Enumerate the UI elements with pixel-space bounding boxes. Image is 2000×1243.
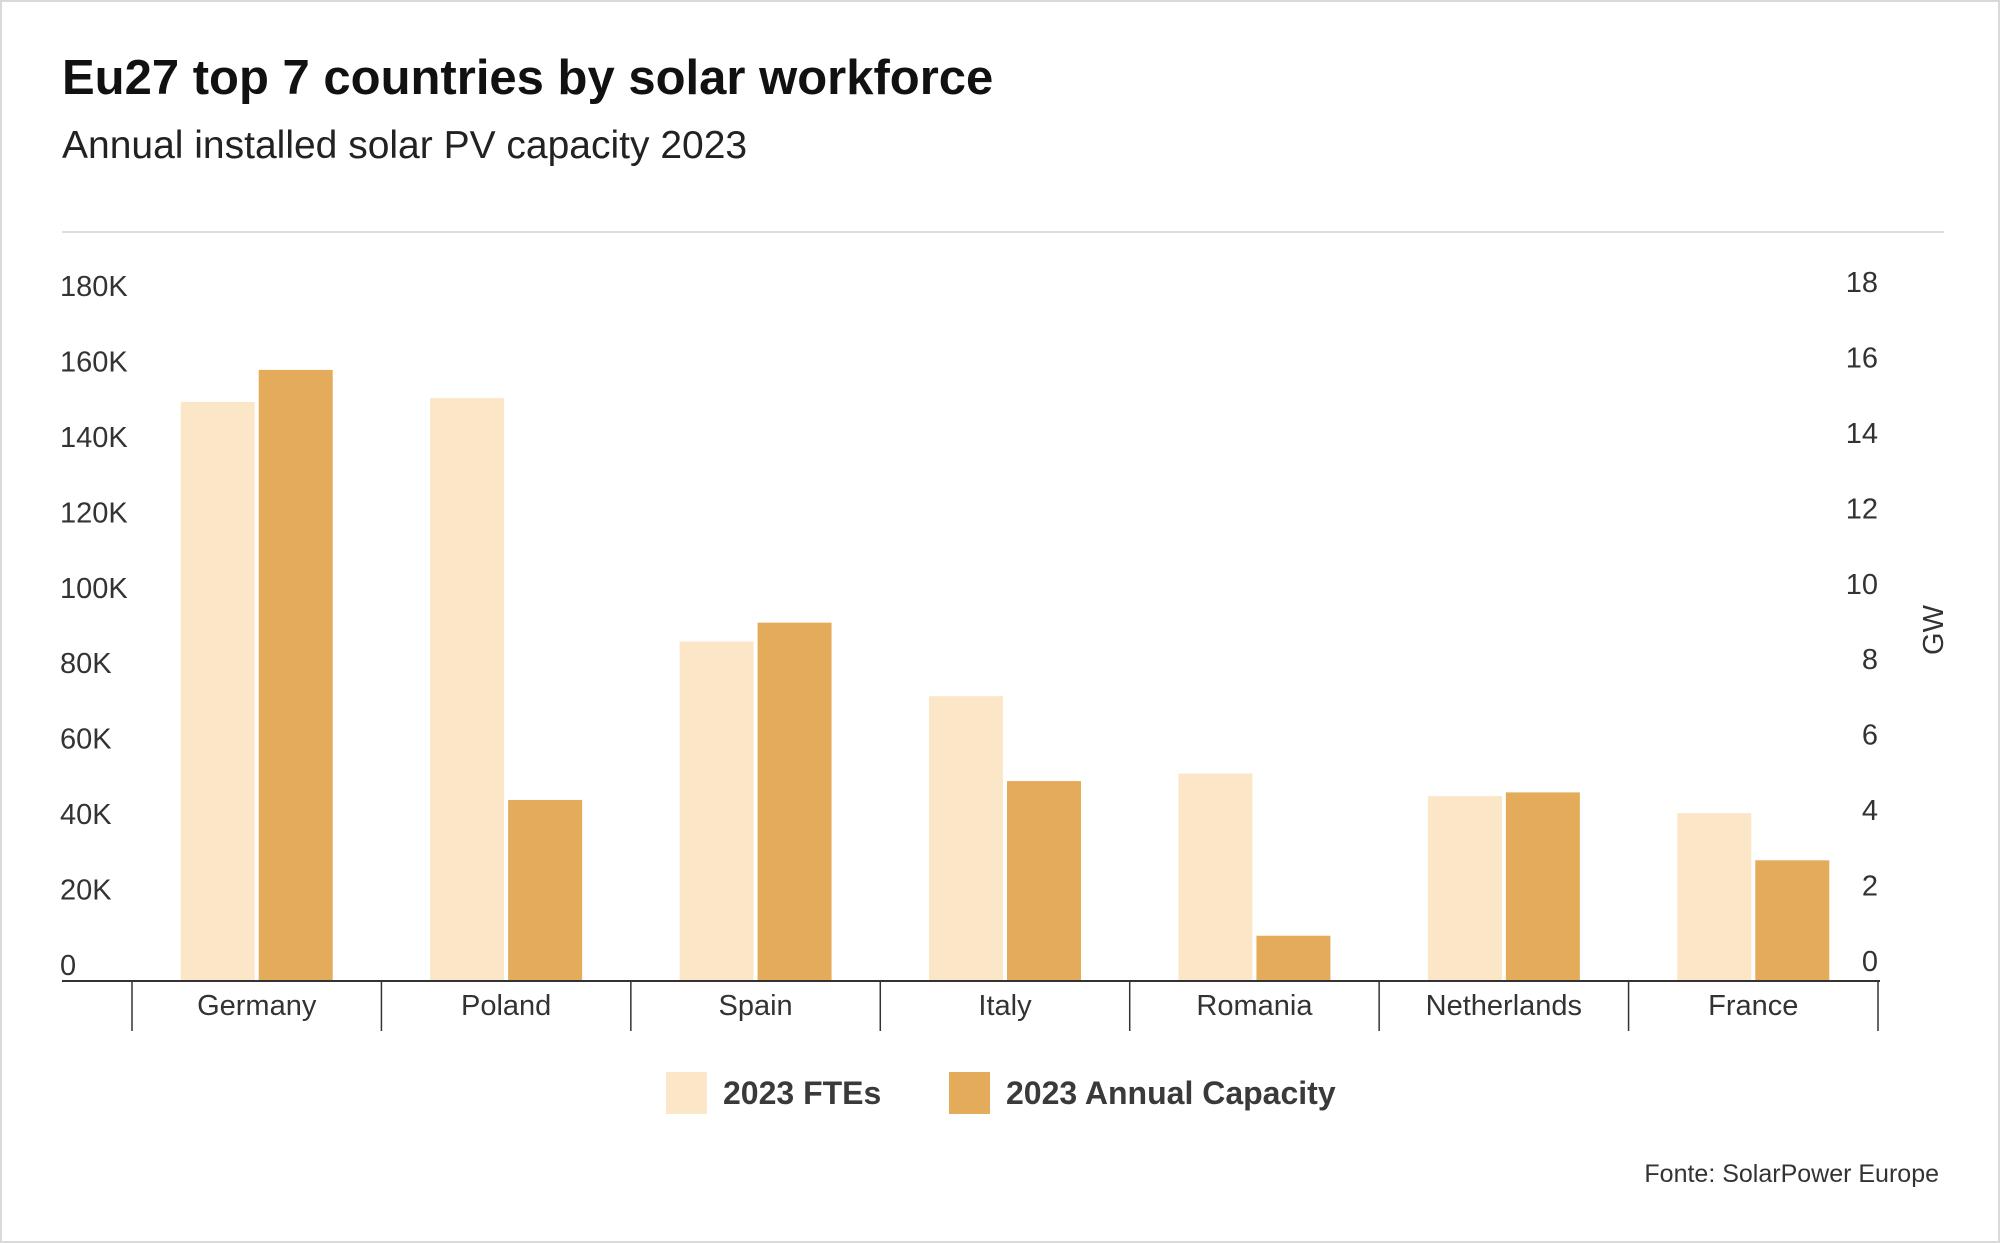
left-tick-label: 0	[60, 950, 76, 982]
legend-label-capacity: 2023 Annual Capacity	[1006, 1075, 1336, 1111]
bar-capacity	[258, 369, 333, 981]
left-tick-label: 180K	[60, 271, 128, 303]
bar-capacity	[757, 622, 832, 981]
left-tick-label: 40K	[60, 799, 112, 831]
left-tick-label: 100K	[60, 573, 128, 605]
right-tick-label: 14	[1846, 418, 1878, 450]
right-tick-label: 18	[1846, 267, 1878, 299]
bar-capacity	[1755, 860, 1830, 981]
bar-ftes	[1178, 773, 1253, 981]
category-label: Netherlands	[1426, 990, 1582, 1022]
right-tick-label: 4	[1862, 795, 1878, 827]
right-tick-label: 10	[1846, 569, 1878, 601]
right-tick-label: 16	[1846, 342, 1878, 374]
left-tick-label: 140K	[60, 422, 128, 454]
bar-capacity	[1505, 792, 1580, 981]
right-tick-label: 12	[1846, 493, 1878, 525]
bar-capacity	[1256, 935, 1331, 981]
right-tick-label: 0	[1862, 946, 1878, 978]
legend: 2023 FTEs 2023 Annual Capacity	[666, 1072, 1336, 1114]
bar-capacity	[1007, 781, 1081, 981]
right-tick-label: 2	[1862, 871, 1878, 903]
category-label: Poland	[461, 990, 551, 1022]
left-tick-label: 20K	[60, 875, 112, 907]
left-tick-label: 80K	[60, 648, 112, 680]
category-label: France	[1708, 990, 1798, 1022]
category-label: Spain	[718, 990, 792, 1022]
left-tick-label: 60K	[60, 724, 112, 756]
bar-ftes	[1677, 813, 1752, 981]
legend-swatch-capacity	[949, 1072, 990, 1114]
bar-capacity	[508, 799, 583, 981]
right-axis-ticks: 0 2 4 6 8 10 12 14 16 18	[1846, 267, 1878, 978]
right-tick-label: 6	[1862, 720, 1878, 752]
left-axis-ticks: 0 20K 40K 60K 80K 100K 120K 140K 160K 180K	[60, 271, 128, 982]
category-label: Italy	[978, 990, 1032, 1022]
right-axis-title: GW	[1918, 604, 1950, 655]
right-tick-label: 8	[1862, 644, 1878, 676]
bar-ftes	[929, 696, 1003, 981]
bar-ftes	[180, 401, 255, 982]
chart-subtitle: Annual installed solar PV capacity 2023	[62, 124, 748, 167]
bars	[180, 369, 1830, 982]
source-note: Fonte: SolarPower Europe	[1644, 1160, 1939, 1188]
legend-label-ftes: 2023 FTEs	[723, 1075, 881, 1111]
category-label: Romania	[1196, 990, 1313, 1022]
legend-swatch-ftes	[666, 1072, 707, 1114]
bar-ftes	[430, 398, 505, 982]
category-separators	[131, 981, 1879, 1031]
left-tick-label: 160K	[60, 346, 128, 378]
category-label: Germany	[197, 990, 317, 1022]
chart-title: Eu27 top 7 countries by solar workforce	[62, 51, 994, 105]
header-divider	[62, 231, 1944, 233]
bar-ftes	[1427, 796, 1502, 981]
category-labels: Germany Poland Spain Italy Romania Netherland…	[197, 990, 1798, 1022]
bar-ftes	[679, 641, 754, 981]
left-tick-label: 120K	[60, 497, 128, 529]
